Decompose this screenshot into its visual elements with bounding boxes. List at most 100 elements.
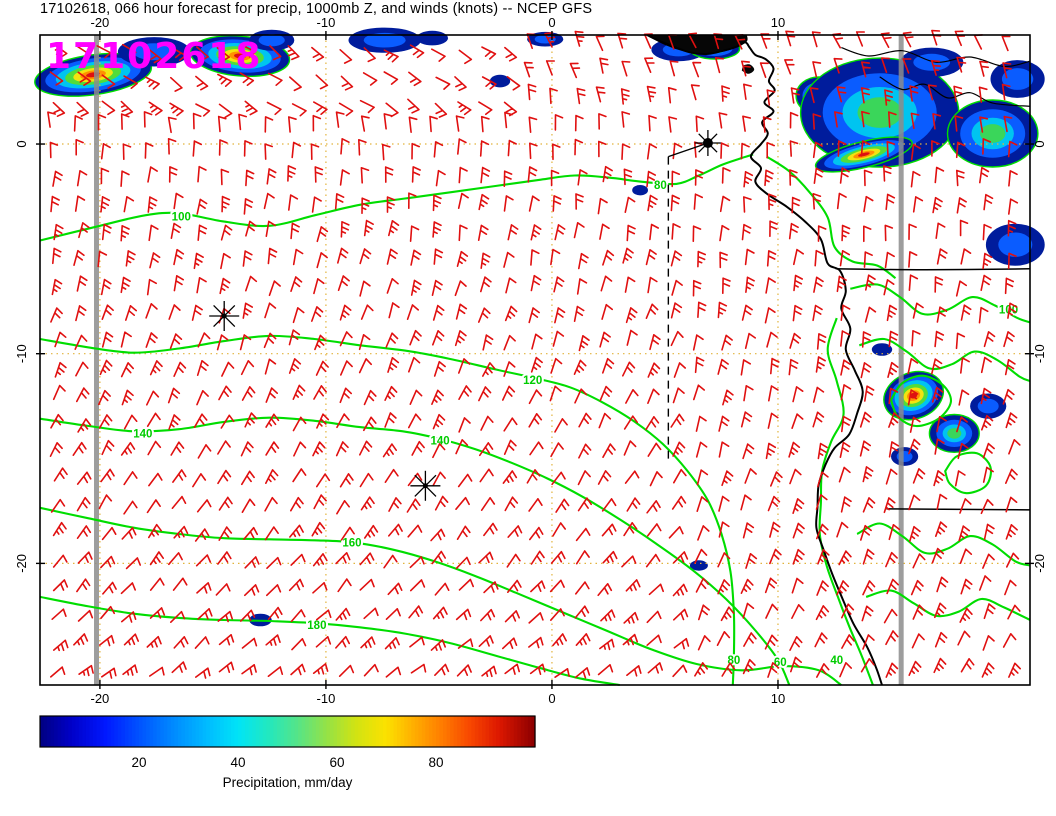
colorbar-strip [135, 716, 140, 747]
colorbar-strip [308, 716, 313, 747]
colorbar-strip [160, 716, 165, 747]
colorbar-strip [43, 716, 48, 747]
colorbar-strip [503, 716, 508, 747]
lat-tick-label-left: 0 [14, 140, 29, 147]
precip-blob [133, 43, 176, 61]
colorbar-strip [163, 716, 168, 747]
precip-shading [34, 27, 1045, 627]
colorbar-strip [280, 716, 285, 747]
plot-title: 17102618, 066 hour forecast for precip, … [40, 1, 593, 17]
colorbar-strip [71, 716, 76, 747]
lon-tick-label-bottom: 0 [548, 691, 555, 706]
colorbar-caption: Precipitation, mm/day [223, 775, 353, 790]
colorbar-strip [266, 716, 271, 747]
precip-blob [909, 392, 918, 399]
colorbar-strip [230, 716, 236, 747]
colorbar-strip [227, 716, 232, 747]
colorbar-strip [379, 716, 384, 747]
height-contour [39, 153, 754, 242]
colorbar-strip [121, 716, 126, 747]
colorbar-strip [471, 716, 476, 747]
colorbar-strip [319, 716, 324, 747]
colorbar-strip [234, 716, 239, 747]
lon-tick-label-top: -10 [317, 15, 336, 30]
colorbar-strip [82, 716, 87, 747]
precip-blob [998, 232, 1033, 257]
height-contour [859, 337, 1031, 382]
colorbar-strip [298, 716, 303, 747]
colorbar-strip [344, 716, 349, 747]
colorbar-strip [510, 716, 515, 747]
colorbar-strip [411, 716, 416, 747]
colorbar-strip [220, 716, 225, 747]
colorbar-strip [100, 716, 105, 747]
contour-label: 80 [654, 180, 667, 192]
colorbar-strip [432, 716, 437, 747]
colorbar-strip [400, 716, 405, 747]
run-stamp: 17102618 [46, 36, 263, 77]
colorbar-strip [252, 716, 257, 747]
contour-label: 120 [523, 375, 542, 387]
colorbar-strip [393, 716, 398, 747]
colorbar-strip [209, 716, 214, 747]
precip-blob [977, 398, 999, 414]
colorbar-strip [464, 716, 469, 747]
height-contour [39, 416, 791, 686]
colorbar-strip [481, 716, 487, 747]
height-contour [856, 522, 1031, 567]
precip-blob [234, 53, 246, 59]
colorbar-strip [347, 716, 352, 747]
lat-tick-label-right: -10 [1032, 344, 1047, 363]
colorbar-strip [322, 716, 327, 747]
colorbar-strip [386, 716, 391, 747]
colorbar-strip [421, 716, 426, 747]
precip-blob [363, 32, 406, 48]
contour-label: 100 [172, 211, 191, 223]
colorbar-strip [397, 716, 402, 747]
colorbar-strip [414, 716, 419, 747]
colorbar-strip [248, 716, 253, 747]
colorbar-strip [527, 716, 533, 747]
colorbar-strip [131, 716, 137, 747]
lat-tick-label-left: -10 [14, 344, 29, 363]
colorbar-strip [365, 716, 370, 747]
colorbar-strip [206, 716, 211, 747]
track-line [667, 142, 709, 463]
border-line [886, 508, 1031, 511]
colorbar-strip [457, 716, 462, 747]
colorbar-strip [351, 716, 356, 747]
wind-barb-field [47, 29, 1021, 679]
contour-label: 180 [307, 620, 326, 632]
lat-tick-label-right: -20 [1032, 554, 1047, 573]
lon-tick-label-bottom: 10 [771, 691, 785, 706]
colorbar-strip [305, 716, 310, 747]
colorbar-strip [273, 716, 278, 747]
colorbar-strip [195, 716, 200, 747]
precip-blob [871, 343, 893, 356]
colorbar-strip [110, 716, 115, 747]
precip-blob [857, 97, 902, 128]
colorbar-strip [259, 716, 264, 747]
colorbar-strip [358, 716, 363, 747]
colorbar-border [39, 715, 536, 748]
colorbar-strip [255, 716, 260, 747]
gray-bands [94, 35, 904, 685]
colorbar-strip [199, 716, 204, 747]
colorbar-strip [450, 716, 455, 747]
colorbar-tick-label: 60 [329, 755, 344, 770]
colorbar-strip [301, 716, 306, 747]
star-marker-center [221, 313, 227, 319]
colorbar-strip [269, 716, 274, 747]
colorbar-strip [517, 716, 522, 747]
colorbar-strip [78, 716, 84, 747]
colorbar-strip [372, 716, 377, 747]
colorbar-strip [107, 716, 112, 747]
colorbar-strip [68, 716, 73, 747]
colorbar-strip [446, 716, 451, 747]
colorbar-strip [177, 716, 183, 747]
map-border [39, 34, 1031, 686]
lon-tick-label-top: 0 [548, 15, 555, 30]
lon-tick-label-top: -20 [90, 15, 109, 30]
